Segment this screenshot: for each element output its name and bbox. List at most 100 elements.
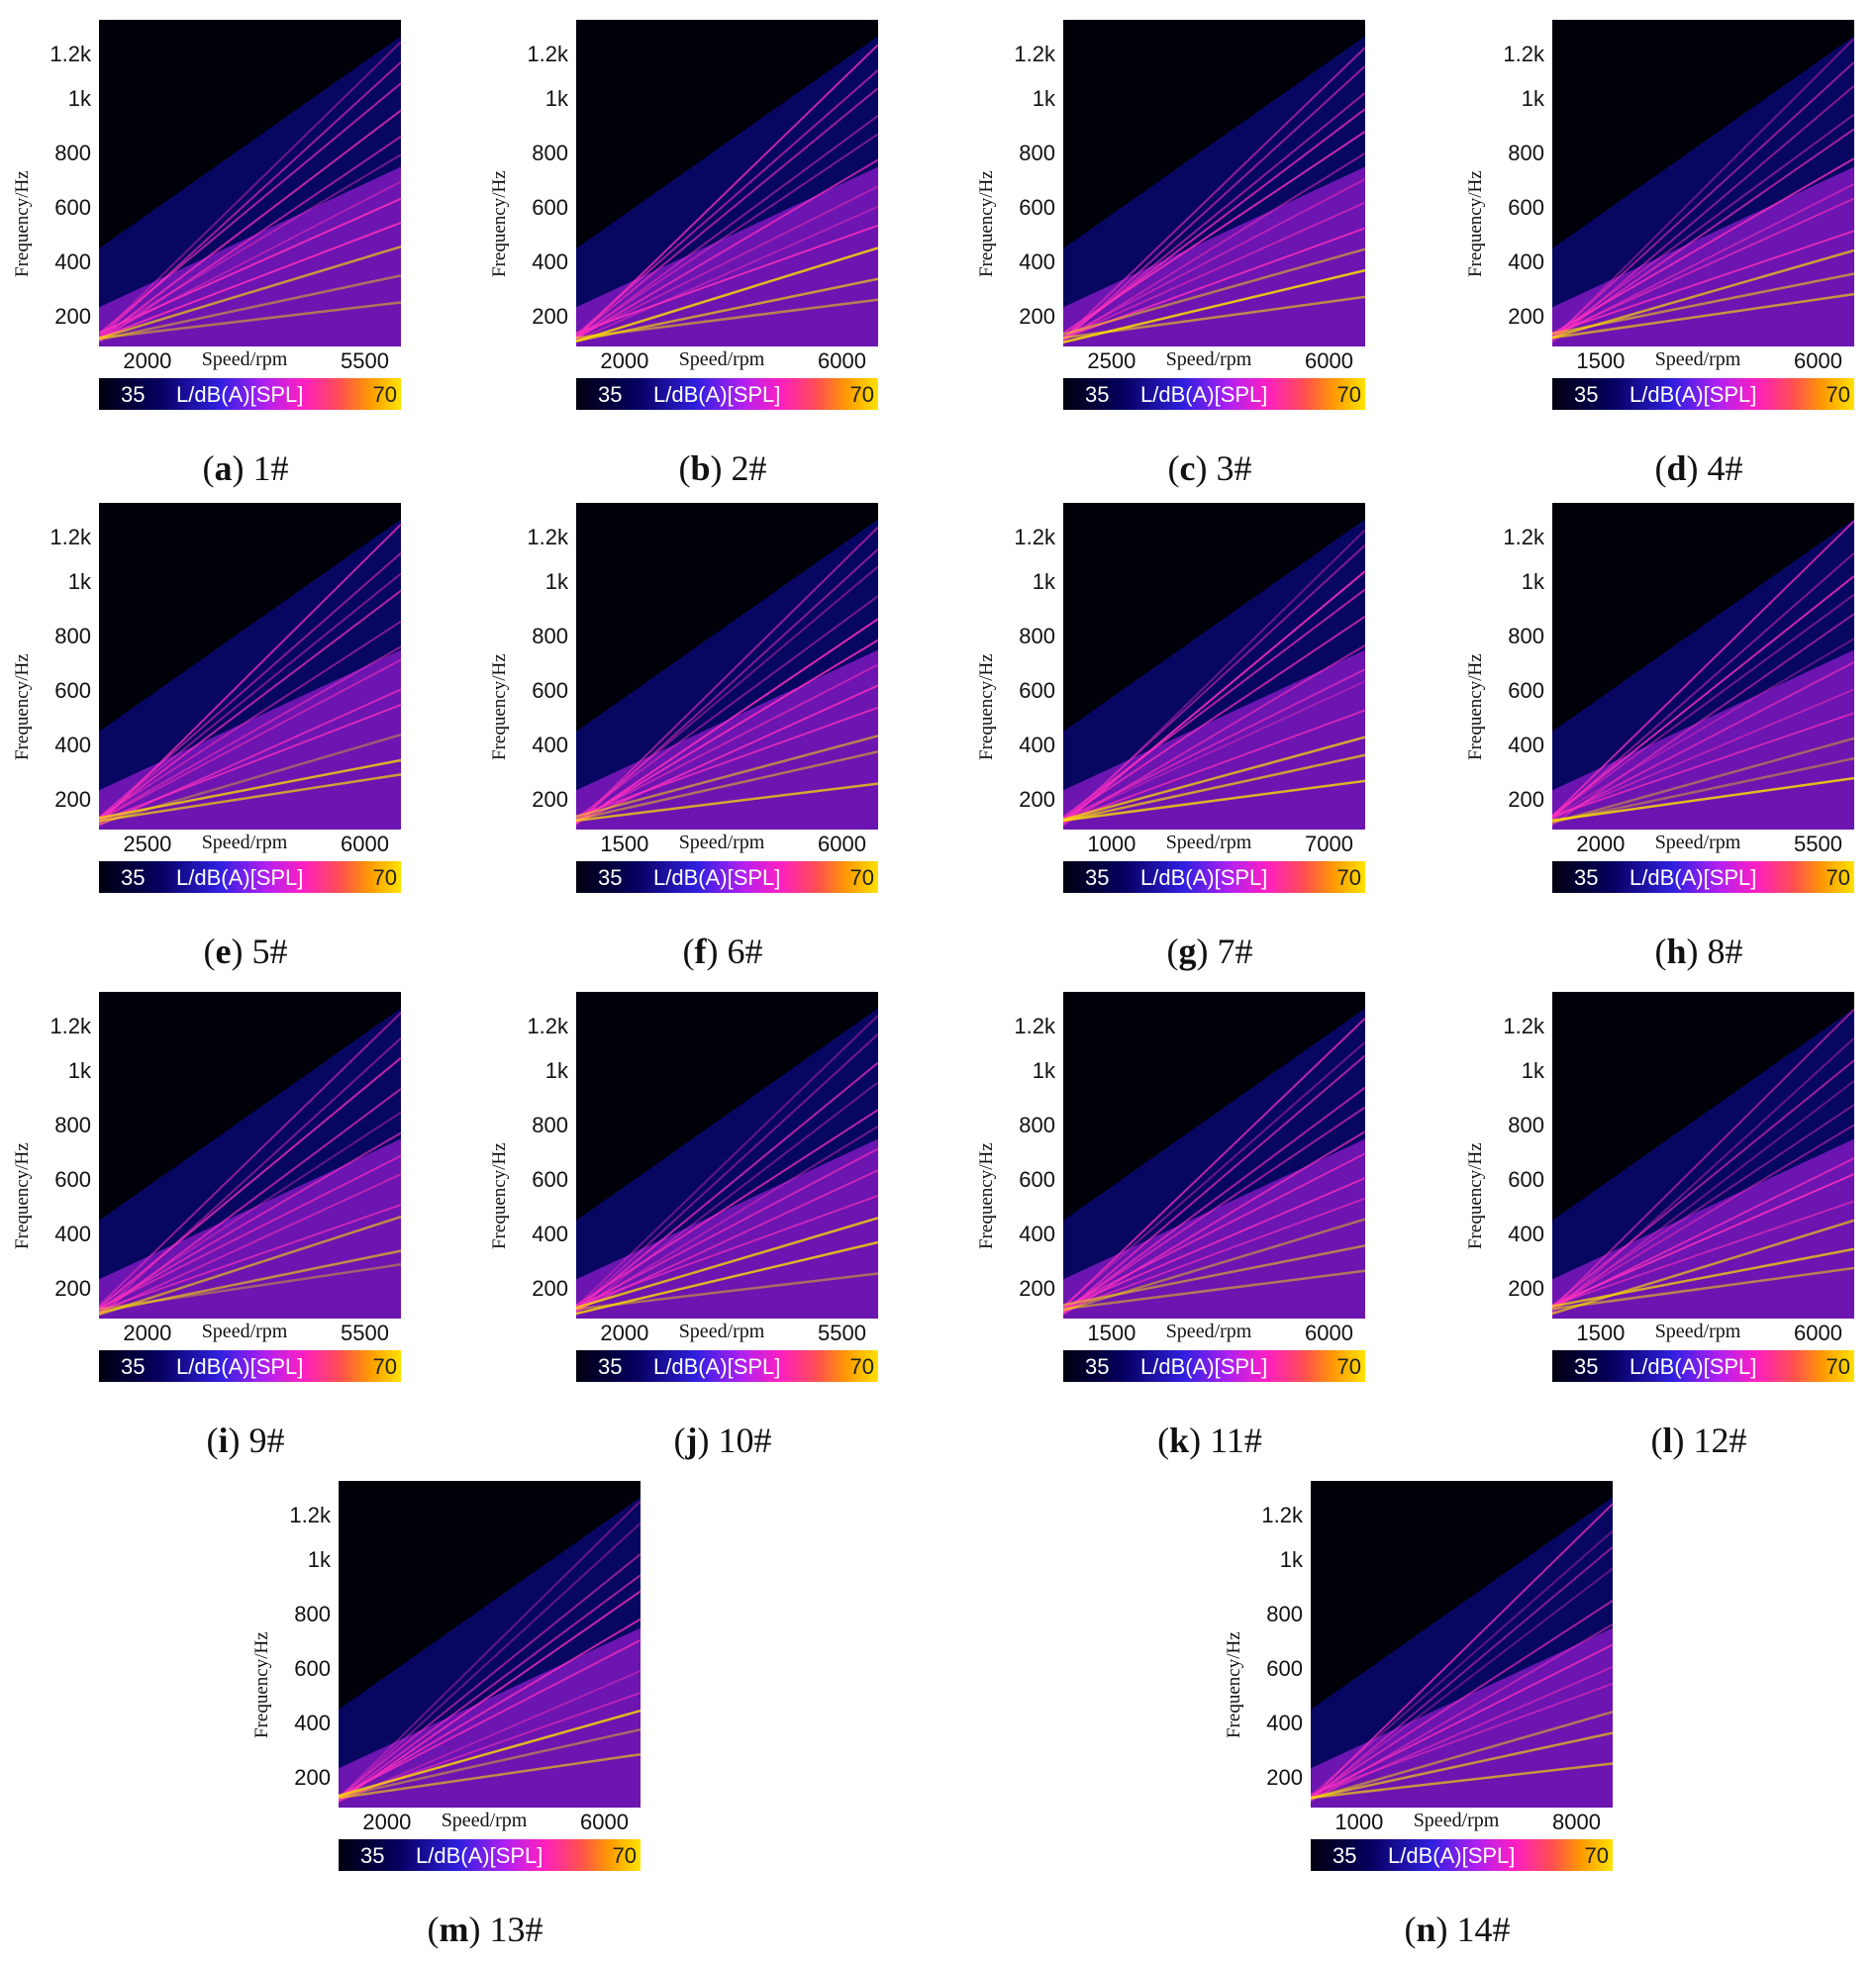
order-line bbox=[576, 246, 878, 343]
x-tick-label: 7000 bbox=[1305, 832, 1353, 856]
spectrogram-canvas bbox=[99, 992, 401, 1319]
y-tick-label: 1k bbox=[1032, 1058, 1055, 1083]
panel-caption: (e) 5# bbox=[203, 932, 288, 971]
x-axis: 2000 6000 Speed/rpm bbox=[339, 1808, 641, 1835]
panel-name: 11# bbox=[1210, 1421, 1262, 1460]
y-tick-label: 1.2k bbox=[1261, 1503, 1303, 1527]
spectrogram-canvas bbox=[1552, 992, 1854, 1319]
order-line bbox=[1552, 197, 1854, 337]
order-line bbox=[1311, 1567, 1613, 1801]
order-line bbox=[99, 589, 401, 821]
order-line bbox=[99, 758, 401, 820]
x-tick-label: 2500 bbox=[123, 832, 172, 856]
panel-name: 7# bbox=[1217, 932, 1253, 971]
colorbar: 35 L/dB(A)[SPL] 70 bbox=[1311, 1839, 1613, 1871]
x-tick-label: 5500 bbox=[1794, 832, 1842, 856]
x-axis-label: Speed/rpm bbox=[678, 832, 765, 853]
y-tick-label: 1.2k bbox=[289, 1503, 331, 1527]
y-tick-label: 200 bbox=[532, 304, 568, 329]
order-line bbox=[1552, 113, 1854, 339]
order-line bbox=[1063, 1152, 1365, 1310]
order-line bbox=[576, 684, 878, 824]
panel-letter: b bbox=[690, 448, 711, 488]
order-line bbox=[1063, 295, 1365, 340]
colorbar-min: 35 bbox=[1085, 865, 1110, 890]
panel-caption: (c) 3# bbox=[1167, 448, 1252, 488]
y-tick-label: 200 bbox=[532, 1276, 568, 1301]
colorbar-max: 70 bbox=[849, 1354, 874, 1379]
spectrogram-plot bbox=[1063, 20, 1365, 346]
order-line bbox=[576, 750, 878, 821]
energy-region bbox=[99, 166, 401, 346]
order-line bbox=[1552, 1247, 1854, 1308]
colorbar-min: 35 bbox=[1574, 382, 1599, 407]
y-tick-label: 400 bbox=[1508, 733, 1544, 757]
order-line bbox=[1063, 544, 1365, 823]
order-line bbox=[1552, 157, 1854, 336]
order-line bbox=[576, 298, 878, 340]
colorbar-label: L/dB(A)[SPL] bbox=[1629, 865, 1757, 890]
panel-caption: (h) 8# bbox=[1654, 932, 1743, 971]
y-axis-label: Frequency/Hz bbox=[489, 1142, 510, 1249]
energy-region bbox=[576, 166, 878, 346]
order-line bbox=[339, 1670, 641, 1803]
x-tick-label: 8000 bbox=[1552, 1810, 1601, 1834]
y-axis-label: Frequency/Hz bbox=[12, 170, 33, 277]
x-axis-label: Speed/rpm bbox=[1413, 1810, 1500, 1831]
order-line bbox=[1063, 65, 1365, 343]
y-tick-label: 400 bbox=[1019, 1222, 1055, 1246]
spectrogram-panel-h: 200 400 600 800 1k 1.2k Frequency/Hz 2000 5500 Sp… bbox=[1465, 503, 1876, 978]
panel-letter: k bbox=[1169, 1421, 1190, 1460]
order-line bbox=[1063, 1086, 1365, 1314]
spectrogram-canvas bbox=[339, 1481, 641, 1808]
colorbar-label: L/dB(A)[SPL] bbox=[653, 1354, 781, 1379]
y-tick-label: 400 bbox=[1266, 1711, 1303, 1735]
order-line bbox=[99, 1036, 401, 1315]
spectrogram-panel-d: 200 400 600 800 1k 1.2k Frequency/Hz 1500 6000 Sp… bbox=[1465, 20, 1876, 495]
y-tick-label: 1k bbox=[67, 569, 91, 594]
order-line bbox=[1063, 709, 1365, 823]
order-line bbox=[1311, 1762, 1613, 1800]
panel-caption: (a) 1# bbox=[202, 448, 289, 488]
order-line bbox=[1063, 570, 1365, 825]
y-tick-label: 1.2k bbox=[49, 42, 91, 66]
panel-caption: (d) 4# bbox=[1654, 448, 1743, 488]
x-tick-label: 2000 bbox=[123, 348, 172, 373]
colorbar-min: 35 bbox=[598, 382, 623, 407]
order-line bbox=[576, 526, 878, 826]
spectrogram-canvas bbox=[576, 503, 878, 830]
y-tick-label: 1k bbox=[1521, 569, 1544, 594]
panel-name: 14# bbox=[1456, 1910, 1511, 1949]
order-line bbox=[99, 645, 401, 821]
order-line bbox=[1311, 1600, 1613, 1799]
x-tick-label: 1500 bbox=[600, 832, 649, 856]
x-tick-label: 6000 bbox=[1305, 1321, 1353, 1345]
y-tick-label: 200 bbox=[1508, 304, 1544, 329]
order-line bbox=[1311, 1682, 1613, 1796]
order-line bbox=[339, 1521, 641, 1801]
colorbar-label: L/dB(A)[SPL] bbox=[1629, 1354, 1757, 1379]
x-axis: 1500 6000 Speed/rpm bbox=[1552, 346, 1854, 374]
colorbar-label: L/dB(A)[SPL] bbox=[176, 865, 304, 890]
order-line bbox=[576, 638, 878, 824]
y-tick-label: 200 bbox=[54, 787, 91, 812]
y-tick-label: 400 bbox=[54, 733, 91, 757]
order-line bbox=[339, 1638, 641, 1798]
y-tick-label: 1k bbox=[1521, 86, 1544, 111]
spectrogram-plot bbox=[576, 20, 878, 346]
order-line bbox=[99, 704, 401, 823]
y-tick-label: 1k bbox=[1521, 1058, 1544, 1083]
x-tick-label: 6000 bbox=[1794, 348, 1842, 373]
panel-letter: l bbox=[1662, 1421, 1673, 1460]
order-line bbox=[576, 44, 878, 339]
spectrogram-panel-i: 200 400 600 800 1k 1.2k Frequency/Hz 2000 5500 Sp… bbox=[12, 992, 473, 1467]
order-line bbox=[1063, 753, 1365, 823]
colorbar-max: 70 bbox=[1336, 1354, 1361, 1379]
order-line bbox=[1552, 1200, 1854, 1307]
order-line bbox=[99, 1249, 401, 1314]
spectrogram-panel-k: 200 400 600 800 1k 1.2k Frequency/Hz 1500 6000 Sp… bbox=[976, 992, 1437, 1467]
spectrogram-plot bbox=[99, 503, 401, 830]
order-line bbox=[1552, 638, 1854, 819]
panel-caption: (g) 7# bbox=[1166, 932, 1253, 971]
y-tick-label: 800 bbox=[532, 624, 568, 648]
